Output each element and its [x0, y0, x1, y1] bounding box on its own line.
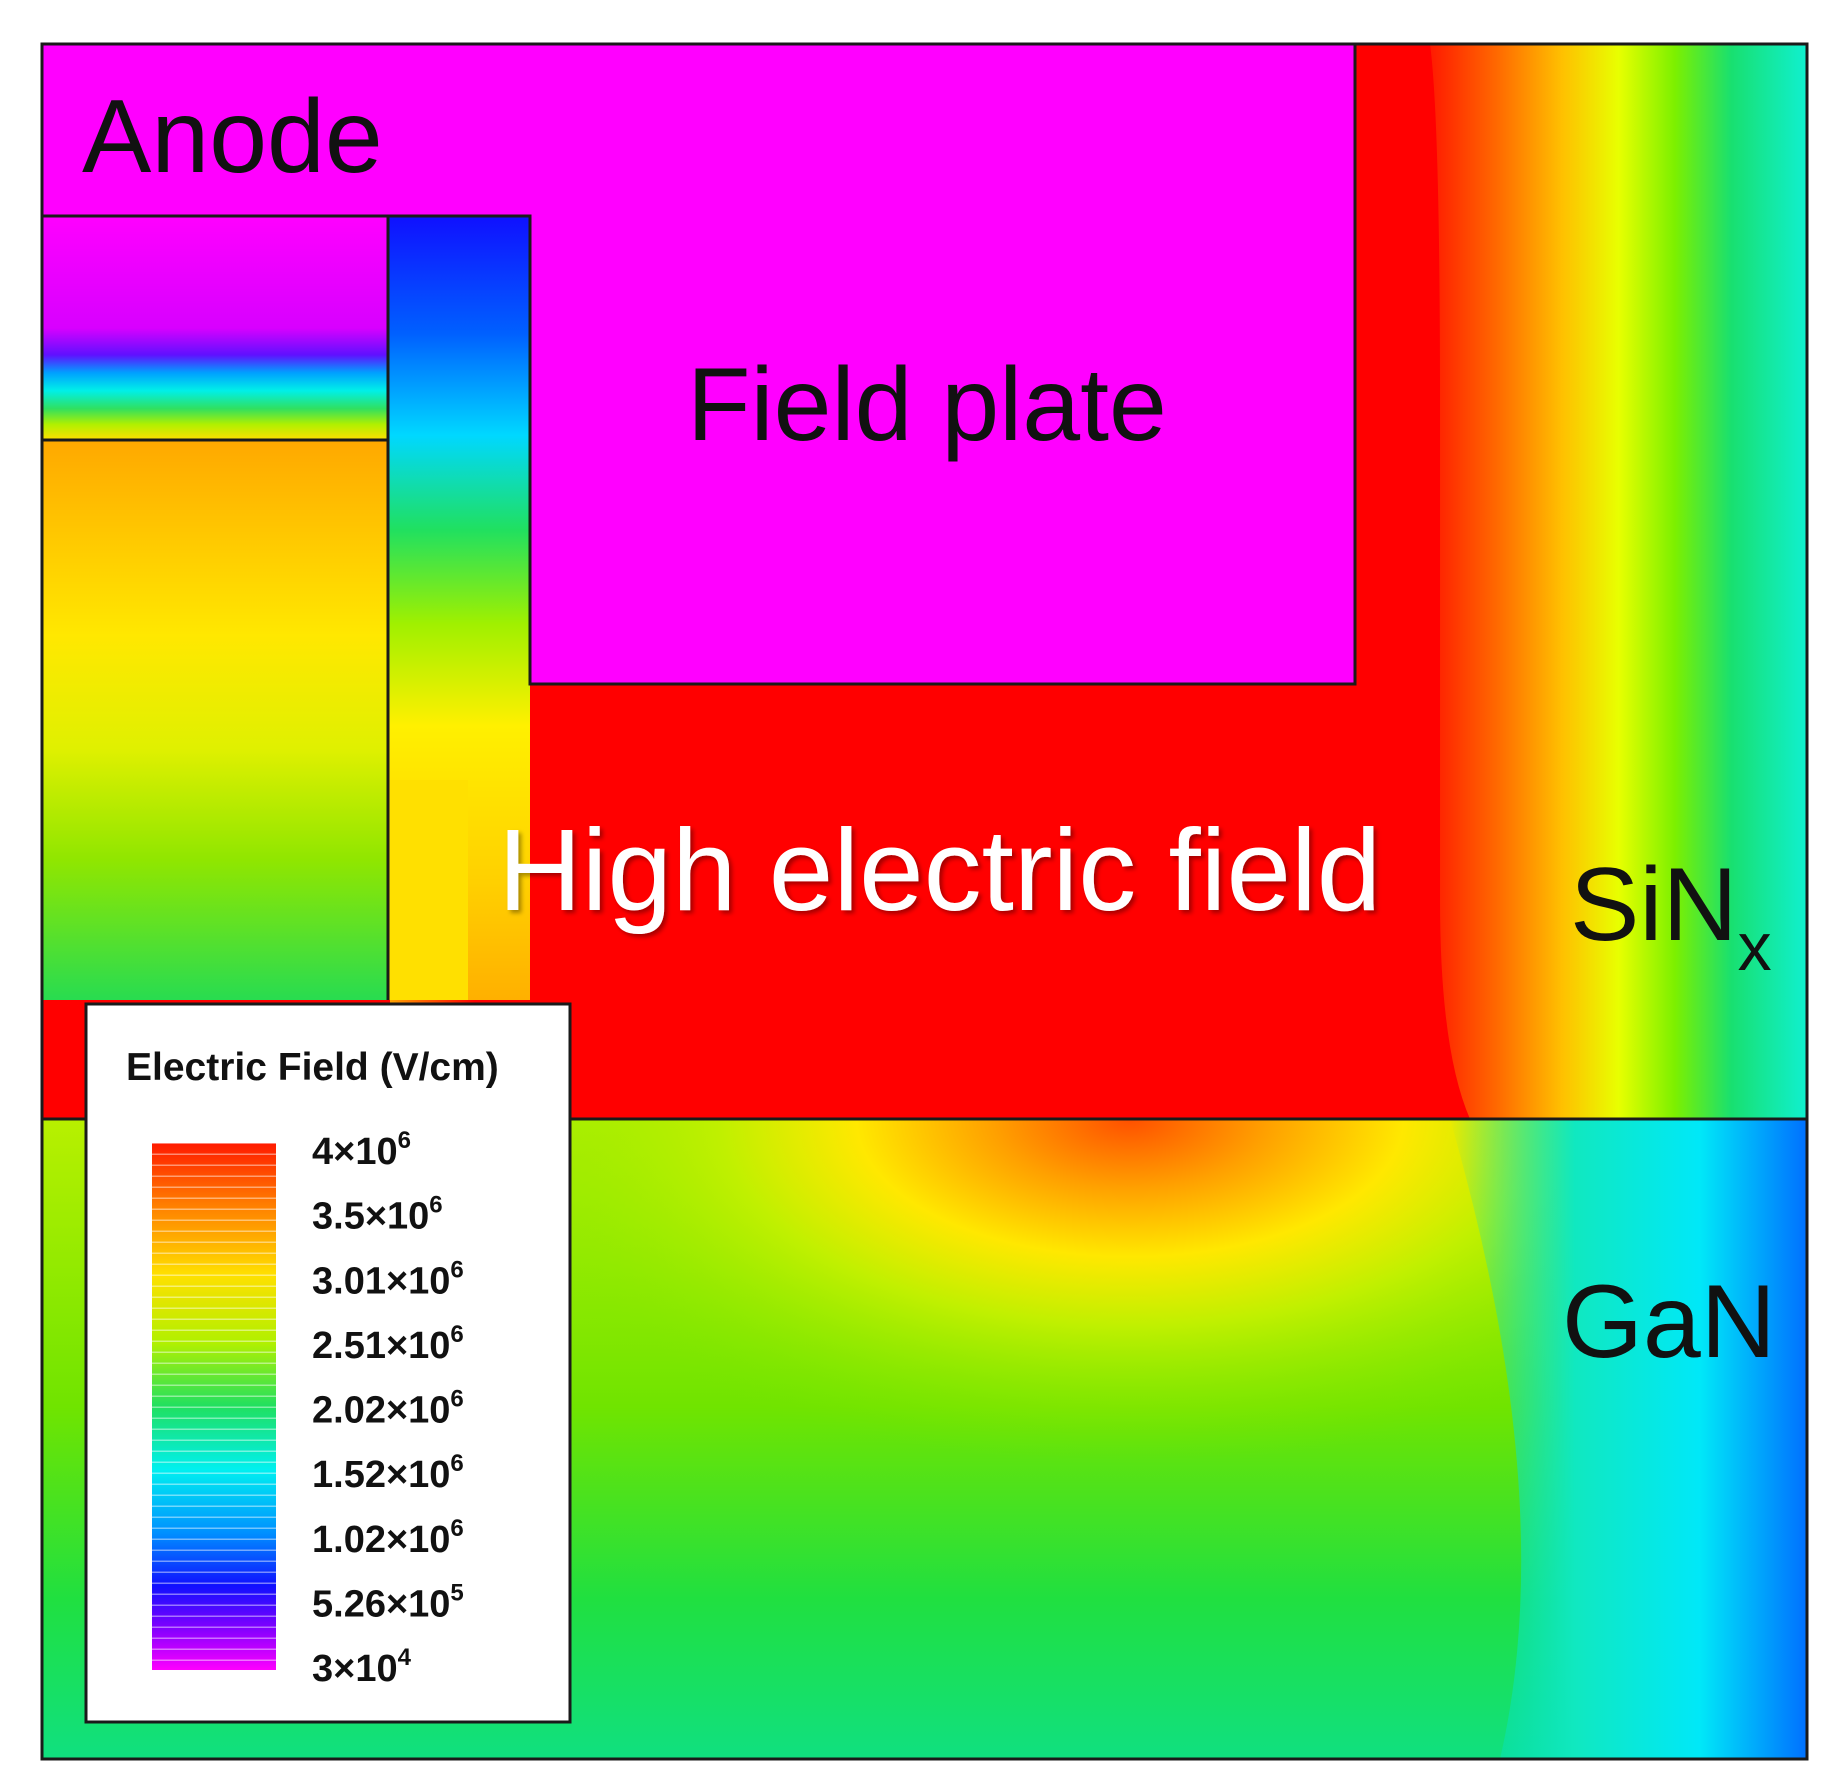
legend-tick-exponent: 4 — [398, 1644, 412, 1671]
high-field-label: High electric field — [498, 805, 1381, 935]
legend-tick-exponent: 6 — [450, 1450, 463, 1477]
legend-tick-label: 3.5×106 — [312, 1192, 443, 1238]
legend-tick-label: 1.52×106 — [312, 1450, 464, 1496]
legend-tick-mantissa: 1.52×10 — [312, 1454, 450, 1496]
sinx-label-sub: x — [1738, 909, 1772, 985]
legend-tick-label: 2.02×106 — [312, 1386, 464, 1432]
legend-tick-exponent: 6 — [450, 1256, 463, 1283]
sinx-label: SiNx — [1570, 847, 1772, 985]
legend-tick-label: 3×104 — [312, 1644, 412, 1690]
legend-tick-label: 3.01×106 — [312, 1256, 464, 1302]
legend-tick-label: 4×106 — [312, 1127, 411, 1173]
anode-metal — [42, 44, 1355, 216]
sinx-label-main: SiN — [1570, 847, 1738, 963]
legend-tick-exponent: 6 — [429, 1192, 442, 1219]
color-legend: Electric Field (V/cm) 4×1063.5×1063.01×1… — [84, 1002, 572, 1724]
anode-label: Anode — [82, 79, 383, 195]
legend-tick-label: 5.26×105 — [312, 1579, 464, 1625]
legend-tick-label: 2.51×106 — [312, 1321, 464, 1367]
gan-label: GaN — [1562, 1264, 1776, 1380]
field-plate-metal — [530, 216, 1355, 684]
legend-tick-mantissa: 3.5×10 — [312, 1196, 429, 1238]
legend-tick-exponent: 6 — [450, 1386, 463, 1413]
gap-region — [388, 216, 530, 1000]
legend-tick-mantissa: 3.01×10 — [312, 1260, 450, 1302]
legend-tick-mantissa: 4×10 — [312, 1131, 398, 1173]
legend-tick-mantissa: 5.26×10 — [312, 1583, 450, 1625]
legend-tick-mantissa: 1.02×10 — [312, 1519, 450, 1561]
legend-tick-mantissa: 3×10 — [312, 1648, 398, 1690]
legend-tick-mantissa: 2.02×10 — [312, 1390, 450, 1432]
legend-tick-labels: 4×1063.5×1063.01×1062.51×1062.02×1061.52… — [312, 1127, 464, 1690]
legend-tick-exponent: 5 — [450, 1579, 463, 1606]
legend-title: Electric Field (V/cm) — [126, 1046, 499, 1089]
legend-tick-exponent: 6 — [450, 1321, 463, 1348]
left-column-region — [42, 216, 387, 1000]
legend-tick-mantissa: 2.51×10 — [312, 1325, 450, 1367]
legend-tick-exponent: 6 — [398, 1127, 411, 1154]
legend-tick-label: 1.02×106 — [312, 1515, 464, 1561]
field-plate-label: Field plate — [687, 347, 1167, 463]
legend-tick-exponent: 6 — [450, 1515, 463, 1542]
